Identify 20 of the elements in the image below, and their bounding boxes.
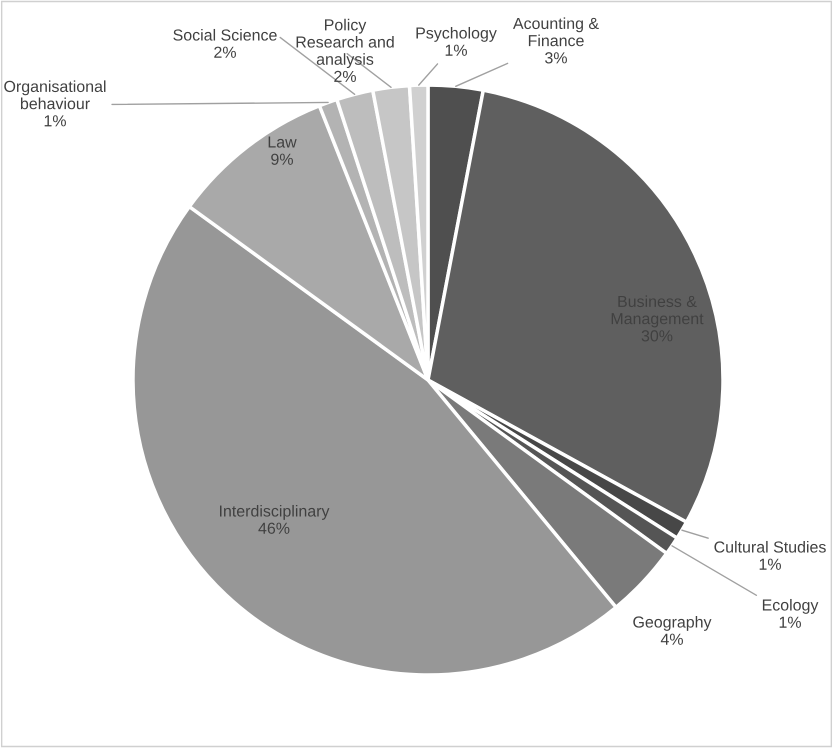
slice-label: Psychology [416, 26, 497, 42]
data-label: 2% [214, 46, 236, 58]
slice-label: Social Science [173, 28, 277, 41]
slice-label: Organisational behaviour [4, 80, 106, 110]
data-label: 1% [446, 44, 467, 56]
data-label: 3% [545, 52, 567, 64]
data-label: 2% [334, 70, 356, 82]
slice-label: Acounting & Finance [512, 17, 599, 46]
slice-label: Ecology [762, 598, 818, 614]
data-label: 9% [271, 154, 293, 165]
slice-label: Law [268, 136, 297, 148]
slice-label: Interdisciplinary [220, 504, 330, 520]
data-label: 4% [660, 634, 683, 645]
data-label: 46% [258, 522, 290, 534]
slice-label: Cultural Studies [714, 540, 826, 553]
slice-label: Policy Research and analysis [296, 18, 394, 68]
data-label: 1% [780, 616, 801, 628]
slice-label: Geography [633, 616, 712, 631]
data-label: 1% [44, 115, 66, 126]
data-label: 1% [760, 558, 781, 570]
